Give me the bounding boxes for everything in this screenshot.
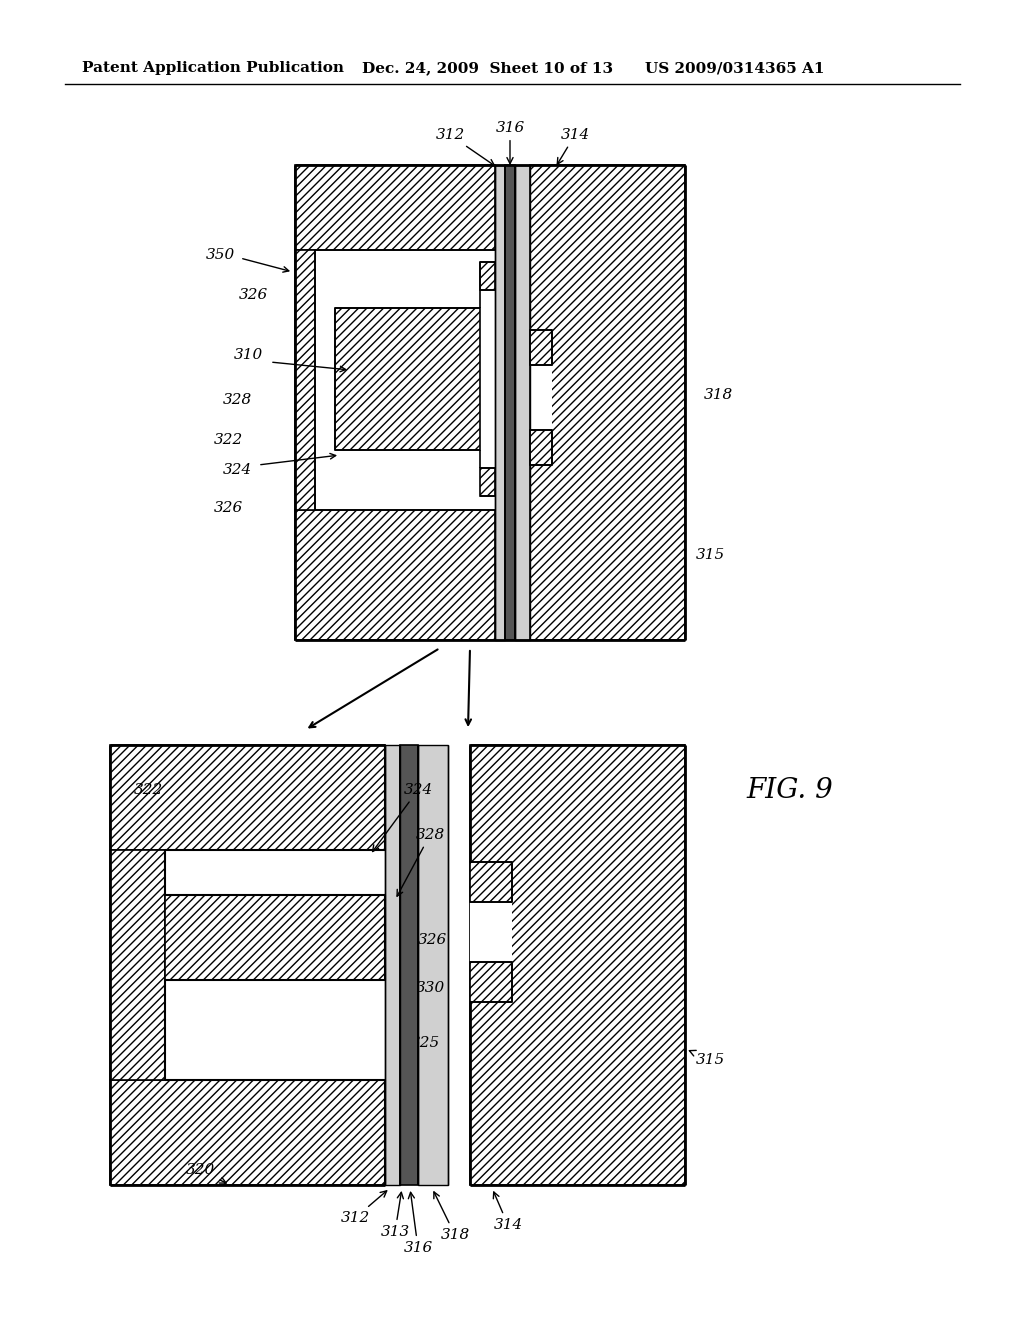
Text: 328: 328 — [397, 828, 444, 896]
Text: 314: 314 — [557, 128, 590, 164]
Bar — [480, 469, 495, 496]
Text: 330: 330 — [416, 981, 444, 995]
Text: 318: 318 — [434, 1192, 470, 1242]
Bar — [165, 850, 340, 895]
Text: 326: 326 — [213, 502, 243, 515]
Text: FIG. 9: FIG. 9 — [746, 776, 834, 804]
Text: Dec. 24, 2009  Sheet 10 of 13: Dec. 24, 2009 Sheet 10 of 13 — [362, 61, 613, 75]
Text: 326: 326 — [239, 288, 267, 302]
Bar — [480, 261, 495, 290]
Text: 350: 350 — [206, 248, 234, 261]
Text: 325: 325 — [411, 1036, 439, 1049]
Text: 324: 324 — [222, 463, 252, 477]
Bar — [165, 979, 340, 1080]
Bar — [470, 862, 512, 1002]
Text: 322: 322 — [133, 783, 163, 797]
Text: 315: 315 — [695, 548, 725, 562]
Bar — [530, 430, 552, 465]
Bar — [110, 744, 385, 850]
Bar — [335, 308, 480, 450]
Bar — [295, 510, 495, 640]
Bar — [295, 165, 495, 249]
Bar — [165, 895, 385, 979]
Text: 320: 320 — [185, 1163, 226, 1183]
Text: 326: 326 — [418, 933, 446, 946]
Bar — [400, 744, 418, 1185]
Text: 313: 313 — [380, 1192, 410, 1239]
Text: 328: 328 — [222, 393, 252, 407]
Text: 318: 318 — [703, 388, 732, 403]
Bar — [110, 1080, 385, 1185]
Bar — [418, 744, 449, 1185]
Text: 316: 316 — [403, 1192, 432, 1255]
Bar — [295, 249, 315, 510]
Bar — [385, 744, 400, 1185]
Bar — [530, 165, 685, 640]
Text: 314: 314 — [494, 1192, 522, 1232]
Text: 316: 316 — [496, 121, 524, 164]
Text: Patent Application Publication: Patent Application Publication — [82, 61, 344, 75]
Bar — [470, 744, 685, 1185]
Text: 315: 315 — [689, 1051, 725, 1067]
Text: 310: 310 — [233, 348, 262, 362]
Text: US 2009/0314365 A1: US 2009/0314365 A1 — [645, 61, 824, 75]
Text: 324: 324 — [373, 783, 432, 851]
Bar — [495, 165, 505, 640]
Text: 322: 322 — [213, 433, 243, 447]
Bar — [505, 165, 515, 640]
Bar — [530, 330, 552, 366]
Bar — [470, 962, 512, 1002]
Bar — [530, 330, 552, 465]
Bar — [515, 165, 530, 640]
Bar — [110, 850, 165, 1080]
Text: 312: 312 — [340, 1191, 387, 1225]
Bar — [470, 862, 512, 902]
Text: 312: 312 — [435, 128, 495, 165]
